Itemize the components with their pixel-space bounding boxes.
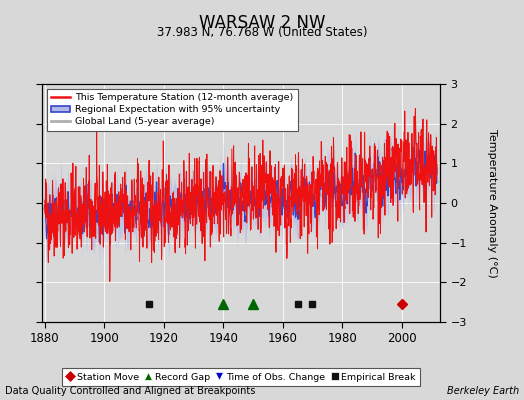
Text: Berkeley Earth: Berkeley Earth [446,386,519,396]
Text: WARSAW 2 NW: WARSAW 2 NW [199,14,325,32]
Text: Data Quality Controlled and Aligned at Breakpoints: Data Quality Controlled and Aligned at B… [5,386,256,396]
Y-axis label: Temperature Anomaly (°C): Temperature Anomaly (°C) [486,129,497,277]
Text: 37.983 N, 76.768 W (United States): 37.983 N, 76.768 W (United States) [157,26,367,39]
Legend: Station Move, Record Gap, Time of Obs. Change, Empirical Break: Station Move, Record Gap, Time of Obs. C… [62,368,420,386]
